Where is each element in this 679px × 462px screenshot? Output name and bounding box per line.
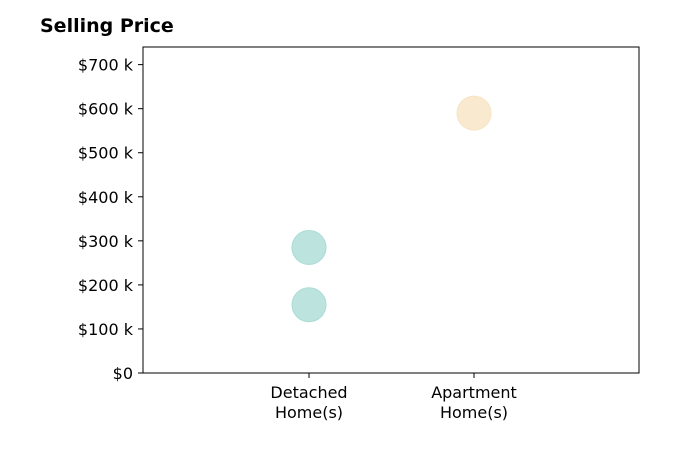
y-tick-label: $300 k <box>78 232 134 251</box>
y-tick-label: $100 k <box>78 320 134 339</box>
plot-frame <box>142 46 640 374</box>
y-tick-label: $600 k <box>78 100 134 119</box>
y-tick-label: $500 k <box>78 144 134 163</box>
data-point <box>291 229 327 265</box>
chart-title: Selling Price <box>40 15 174 37</box>
y-tick-label: $200 k <box>78 276 134 295</box>
y-tick-label: $400 k <box>78 188 134 207</box>
x-tick-label: Detached Home(s) <box>270 383 347 422</box>
y-tick-label: $700 k <box>78 56 134 75</box>
data-point <box>456 95 492 131</box>
data-point <box>291 287 327 323</box>
x-tick-label: Apartment Home(s) <box>431 383 517 422</box>
y-tick-label: $0 <box>113 364 133 383</box>
